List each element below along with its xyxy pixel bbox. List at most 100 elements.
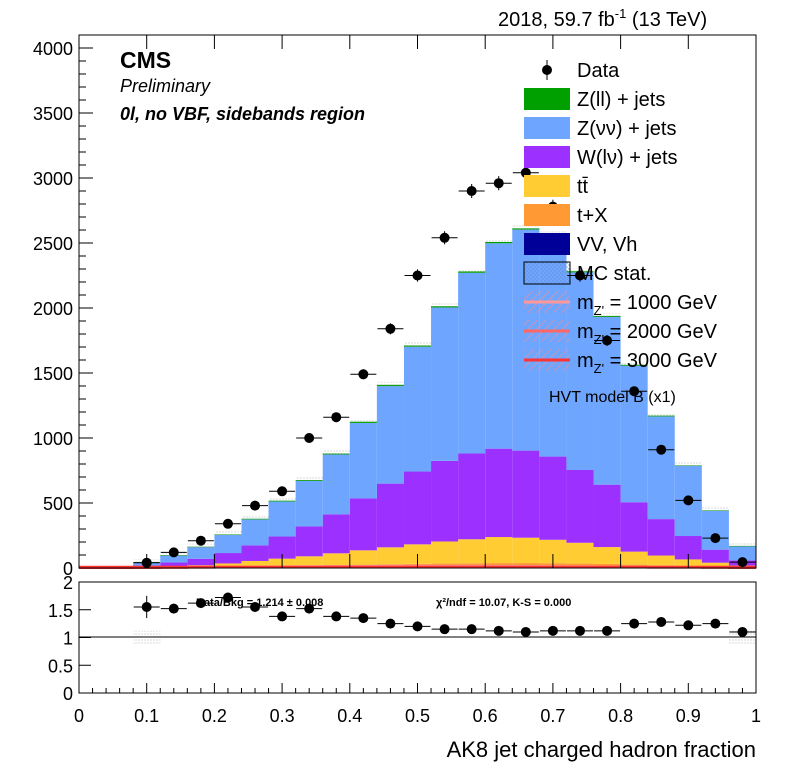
ratio-point-16 [574,625,585,636]
legend-item-ttbar: tt̄ [524,175,589,198]
ratio-point-18 [629,618,640,629]
x-tick-label-0.6: 0.6 [473,706,498,726]
legend-label: mZ' = 1000 GeV [577,292,718,318]
bar-ttbar-19 [593,547,621,564]
y-tick-label-1500: 1500 [33,364,73,384]
bar-wln-9 [322,514,350,554]
data-point-12 [493,178,504,189]
bar-znn-24 [728,546,756,561]
ratio-point-9 [385,618,396,629]
main-plot: 0 500 1000 1500 2000 2500 3000 3500 4000 [33,34,757,579]
legend-item-sig3000: mZ' = 3000 GeV [524,349,718,376]
cms-label: CMS [120,47,171,73]
bar-ttbar-8 [295,556,323,566]
bar-znn-20 [620,365,648,503]
ratio-y-axis: 0 0.5 1 1.5 2 [48,573,91,704]
legend-item-zll: Z(ll) + jets [524,88,665,111]
ratio-point-13 [493,625,504,636]
legend-label: W(lν) + jets [577,147,678,169]
bar-znn-8 [295,480,323,527]
x-tick-label-0.7: 0.7 [540,706,565,726]
legend-swatch [524,146,570,168]
bar-wln-12 [403,471,432,545]
data-point-8 [385,323,396,334]
data-point-6 [331,412,342,423]
mc-stat-band-7 [268,497,296,502]
x-tick-label-0.1: 0.1 [134,706,159,726]
bar-wln-18 [566,469,594,543]
bar-znn-9 [322,454,350,515]
lumi-label: 2018, 59.7 fb-1 (13 TeV) [498,6,707,31]
ratio-point-0 [141,601,152,612]
legend-item-data: Data [542,60,620,82]
bar-wln-8 [295,526,323,557]
legend-item-wln: W(lν) + jets [524,146,678,169]
data-point-7 [358,369,369,380]
y-tick-label-3000: 3000 [33,169,73,189]
legend-swatch [524,117,570,139]
bar-ttbar-16 [512,537,540,564]
mc-stat-band-9 [322,450,350,455]
ratio-y-tick-label-2: 2 [63,573,73,593]
mc-stat-band-14 [458,268,486,273]
mc-stat-band-16 [512,225,540,230]
legend-swatch [524,233,570,255]
bar-wln-22 [674,536,702,560]
bar-wln-7 [268,536,296,559]
bar-wln-16 [512,450,540,538]
model-note: HVT model B (x1) [549,389,676,406]
preliminary-label: Preliminary [120,76,211,96]
bar-wln-21 [647,519,675,556]
mc-stat-band-6 [241,515,269,520]
y-tick-label-0: 0 [63,559,73,579]
y-tick-label-500: 500 [43,494,73,514]
bar-znn-6 [241,519,269,546]
mc-stat-band-5 [214,531,242,536]
x-tick-label-0.9: 0.9 [676,706,701,726]
bar-wln-6 [241,545,269,561]
ratio-data-bkg-annotation: Data/Bkg = 1.214 ± 0.008 [196,597,323,609]
bar-znn-13 [431,307,459,461]
bar-wln-4 [187,558,215,566]
bar-znn-11 [376,386,404,484]
bar-wln-11 [376,483,404,548]
bar-znn-3 [160,555,188,563]
data-point-15 [574,270,585,281]
data-point-3 [250,500,261,511]
ratio-point-14 [520,626,531,637]
ratio-x-axis: 0 0.1 0.2 0.3 0.4 0.5 0.6 0.7 0.8 0.9 1 [74,683,761,726]
ratio-chi2-annotation: χ²/ndf = 10.07, K-S = 0.000 [436,597,571,609]
ratio-point-22 [737,626,748,637]
data-point-9 [412,270,423,281]
ratio-point-1 [168,603,179,614]
legend-swatch [524,204,570,226]
region-label: 0l, no VBF, sidebands region [120,104,365,124]
bar-ttbar-17 [539,539,567,564]
data-point-19 [683,495,694,506]
bar-znn-5 [214,534,242,554]
bar-ttbar-14 [458,539,486,564]
legend-label: mZ' = 2000 GeV [577,321,718,347]
ratio-point-8 [358,613,369,624]
mc-stat-band-15 [485,238,513,243]
ratio-point-11 [439,624,450,635]
y-tick-label-2500: 2500 [33,234,73,254]
x-tick-label-0.3: 0.3 [270,706,295,726]
bar-ttbar-5 [214,563,242,567]
ratio-y-tick-label-1.5: 1.5 [48,601,73,621]
main-y-axis: 0 500 1000 1500 2000 2500 3000 3500 4000 [33,39,93,579]
legend-item-sig2000: mZ' = 2000 GeV [524,320,718,347]
legend-item-tX: t+X [524,204,608,227]
ratio-point-3 [222,592,233,603]
legend-item-sig1000: mZ' = 1000 GeV [524,291,718,318]
data-point-16 [602,335,613,346]
bar-znn-12 [403,346,432,472]
mc-stat-band-12 [403,342,432,347]
bar-wln-20 [620,502,648,552]
bar-ttbar-20 [620,551,648,565]
y-tick-label-4000: 4000 [33,39,73,59]
data-point-2 [222,518,233,529]
legend-label: MC stat. [577,263,651,285]
legend-swatch [523,261,571,285]
